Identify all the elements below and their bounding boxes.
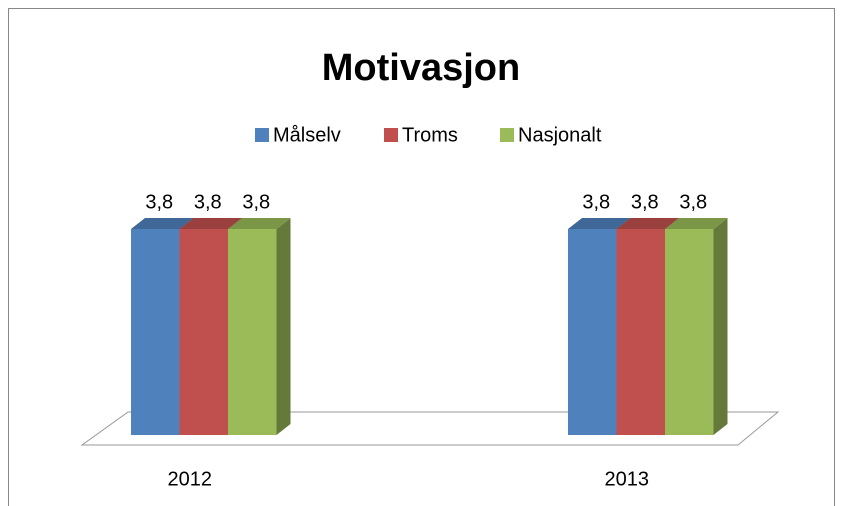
data-label: 3,8 — [679, 191, 707, 213]
legend-swatch — [500, 128, 514, 142]
x-tick-label: 2013 — [605, 468, 650, 490]
legend-label: Nasjonalt — [518, 124, 602, 146]
bar-top — [179, 218, 242, 229]
bar — [179, 229, 228, 435]
bar-top — [665, 218, 728, 229]
bar-side — [276, 218, 291, 435]
chart-title: Motivasjon — [322, 47, 520, 89]
bar — [616, 229, 665, 435]
bar-top — [616, 218, 679, 229]
bar — [665, 229, 714, 435]
bar-side — [713, 218, 728, 435]
x-tick-label: 2012 — [168, 468, 213, 490]
bar — [131, 229, 180, 435]
legend-label: Troms — [402, 124, 458, 146]
bar-top — [568, 218, 631, 229]
legend-swatch — [384, 128, 398, 142]
bar-top — [228, 218, 291, 229]
bar-top — [131, 218, 194, 229]
legend-label: Målselv — [273, 124, 341, 146]
legend-swatch — [255, 128, 269, 142]
bar — [228, 229, 277, 435]
bar — [568, 229, 617, 435]
data-label: 3,8 — [145, 191, 173, 213]
data-label: 3,8 — [242, 191, 270, 213]
data-label: 3,8 — [631, 191, 659, 213]
data-label: 3,8 — [194, 191, 222, 213]
data-label: 3,8 — [582, 191, 610, 213]
